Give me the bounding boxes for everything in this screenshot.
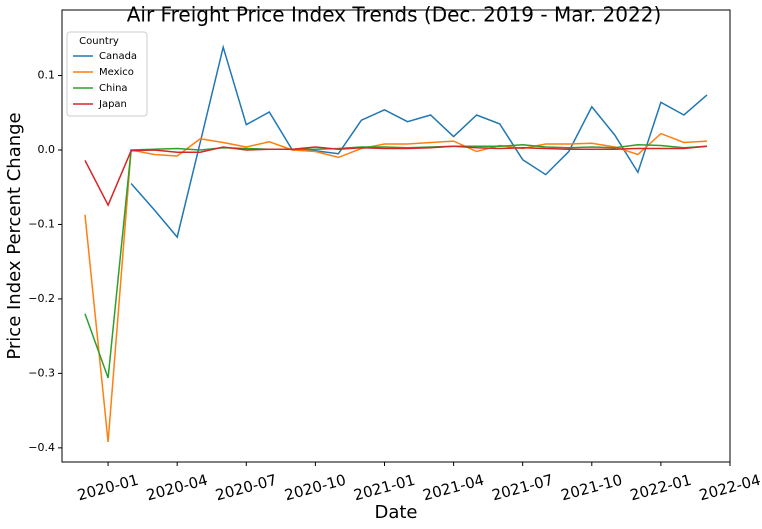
y-tick-label: −0.1 <box>28 217 55 230</box>
plot-frame <box>61 9 731 463</box>
legend: Country Canada Mexico China Japan <box>66 31 148 117</box>
y-tick-label: −0.3 <box>28 366 55 379</box>
x-tick-label: 2021-01 <box>352 471 417 505</box>
series-line <box>130 44 708 239</box>
y-tick-label: −0.4 <box>28 441 55 454</box>
y-tick-label: −0.2 <box>28 292 55 305</box>
x-tick-label: 2021-04 <box>421 471 486 505</box>
series-line <box>84 132 708 442</box>
x-tick-label: 2021-10 <box>559 471 624 505</box>
x-tick-label: 2021-07 <box>490 471 555 505</box>
series-line <box>84 145 708 207</box>
y-tick-label: 0.1 <box>38 69 56 82</box>
y-axis-label: Price Index Percent Change <box>4 112 25 359</box>
series-line <box>84 144 708 379</box>
legend-label: Mexico <box>99 67 134 78</box>
legend-title: Country <box>79 36 119 47</box>
legend-label: Canada <box>99 51 137 62</box>
x-tick-label: 2020-07 <box>214 471 279 505</box>
x-tick-label: 2020-04 <box>144 471 209 505</box>
x-tick-label: 2022-01 <box>628 471 693 505</box>
y-tick-label: 0.0 <box>38 143 56 156</box>
chart-title: Air Freight Price Index Trends (Dec. 201… <box>127 3 662 27</box>
legend-label: China <box>99 83 128 94</box>
legend-label: Japan <box>98 99 127 110</box>
legend-box <box>66 31 148 117</box>
x-tick-label: 2020-10 <box>283 471 348 505</box>
x-tick-label: 2020-01 <box>75 471 140 505</box>
x-tick-label: 2022-04 <box>697 471 762 505</box>
x-axis-label: Date <box>374 502 417 523</box>
